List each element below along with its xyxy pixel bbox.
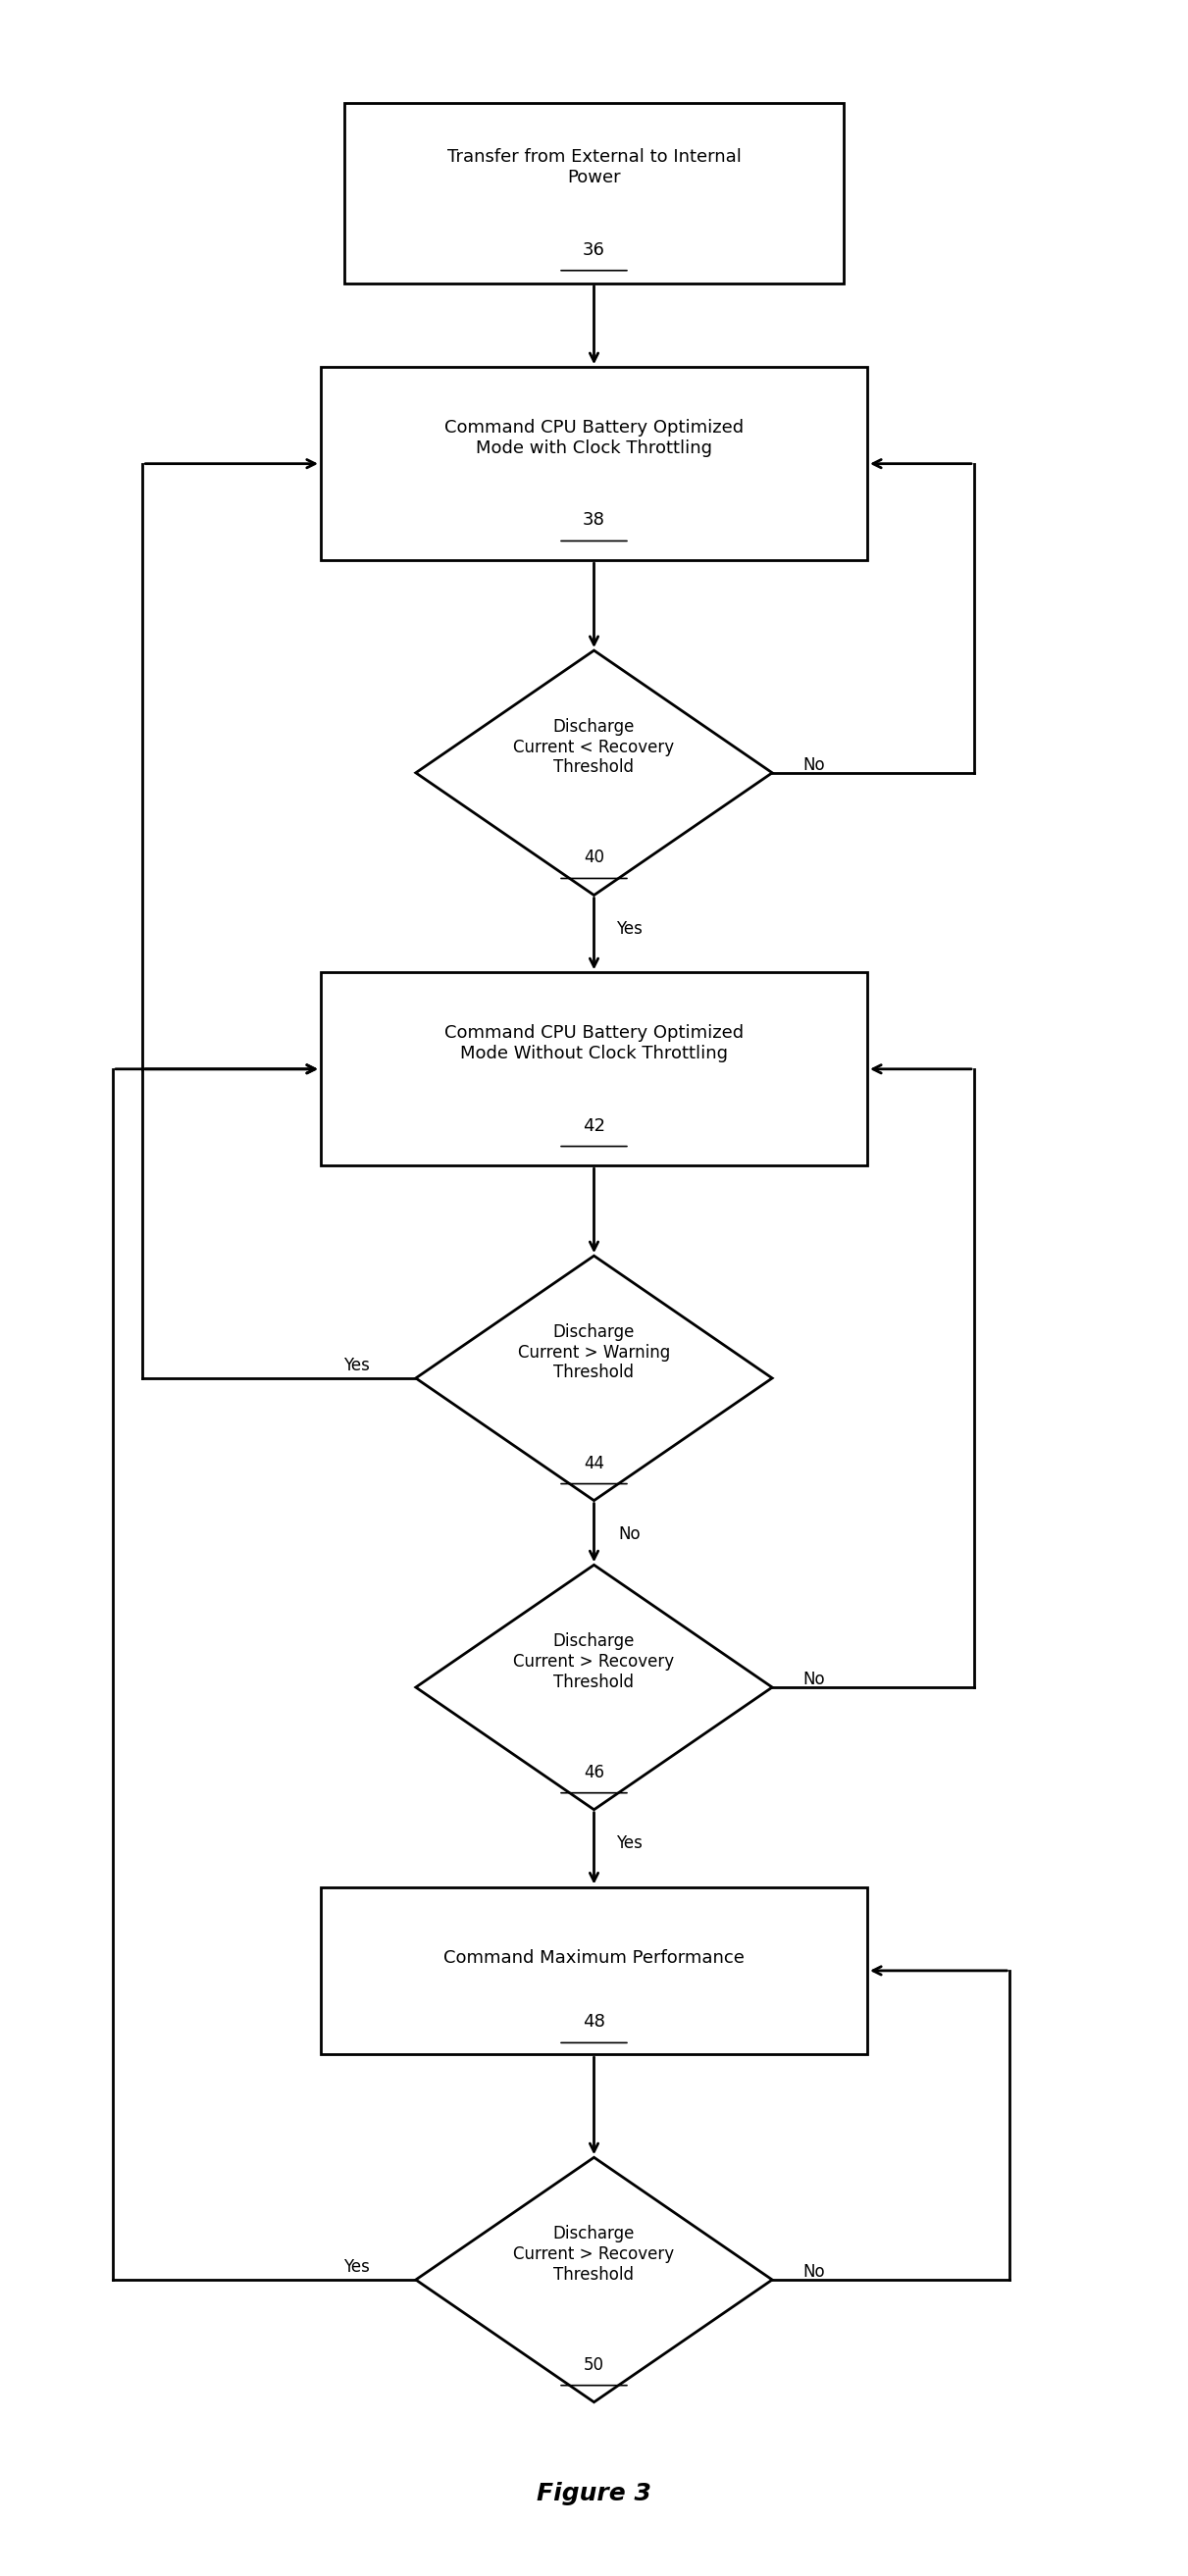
Text: 46: 46 xyxy=(583,1765,605,1780)
Polygon shape xyxy=(416,2159,772,2401)
Polygon shape xyxy=(416,652,772,896)
Text: Yes: Yes xyxy=(343,2259,369,2275)
Text: Command Maximum Performance: Command Maximum Performance xyxy=(443,1950,745,1965)
FancyBboxPatch shape xyxy=(321,974,867,1167)
Text: Yes: Yes xyxy=(617,920,643,938)
Text: Discharge
Current > Recovery
Threshold: Discharge Current > Recovery Threshold xyxy=(513,1633,675,1690)
Text: Figure 3: Figure 3 xyxy=(537,2481,651,2506)
Text: 38: 38 xyxy=(583,513,605,528)
Text: Yes: Yes xyxy=(343,1358,369,1373)
Text: 44: 44 xyxy=(583,1455,605,1471)
Text: 42: 42 xyxy=(583,1118,605,1133)
Text: 50: 50 xyxy=(583,2357,605,2372)
Text: 40: 40 xyxy=(583,850,605,866)
FancyBboxPatch shape xyxy=(321,368,867,562)
Text: No: No xyxy=(803,1672,824,1687)
Text: No: No xyxy=(803,2264,824,2280)
Text: 48: 48 xyxy=(583,2014,605,2030)
Text: 36: 36 xyxy=(583,242,605,258)
Text: Discharge
Current > Warning
Threshold: Discharge Current > Warning Threshold xyxy=(518,1324,670,1381)
Text: Command CPU Battery Optimized
Mode with Clock Throttling: Command CPU Battery Optimized Mode with … xyxy=(444,420,744,456)
FancyBboxPatch shape xyxy=(345,103,843,283)
Polygon shape xyxy=(416,1566,772,1811)
Text: No: No xyxy=(619,1525,640,1543)
Text: Command CPU Battery Optimized
Mode Without Clock Throttling: Command CPU Battery Optimized Mode Witho… xyxy=(444,1025,744,1061)
Text: Transfer from External to Internal
Power: Transfer from External to Internal Power xyxy=(447,149,741,185)
Text: Discharge
Current > Recovery
Threshold: Discharge Current > Recovery Threshold xyxy=(513,2226,675,2282)
Text: Yes: Yes xyxy=(617,1834,643,1852)
FancyBboxPatch shape xyxy=(321,1886,867,2056)
Text: Discharge
Current < Recovery
Threshold: Discharge Current < Recovery Threshold xyxy=(513,719,675,775)
Text: No: No xyxy=(803,757,824,773)
Polygon shape xyxy=(416,1255,772,1499)
